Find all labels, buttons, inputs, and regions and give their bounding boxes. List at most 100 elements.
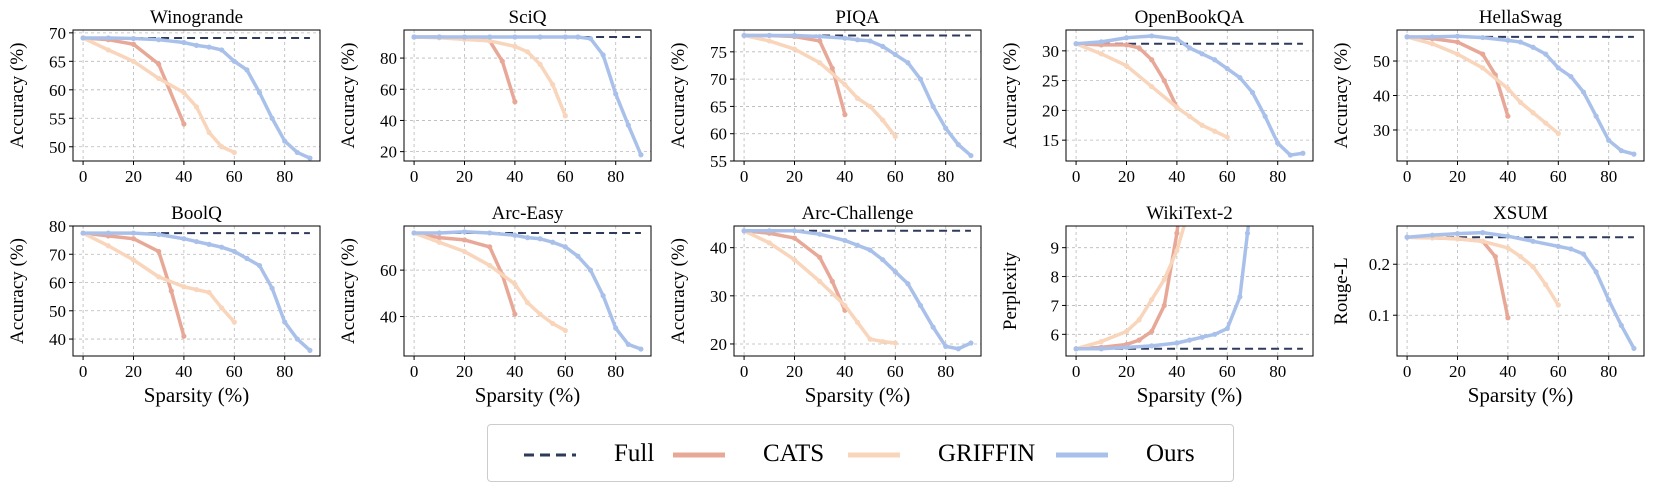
data-point-griffin-piqa: [867, 103, 873, 110]
x-tick-label-piqa: 40: [836, 167, 853, 186]
data-point-ours-xsum: [1530, 238, 1536, 244]
data-point-griffin-wikitext-2: [1174, 247, 1180, 254]
x-tick-label-xsum: 60: [1550, 362, 1567, 381]
x-tick-label-arc-challenge: 0: [740, 362, 749, 381]
data-point-ours-wikitext-2: [1212, 331, 1218, 337]
x-tick-label-wikitext-2: 80: [1269, 362, 1286, 381]
data-point-ours-sciq: [461, 34, 468, 40]
data-point-ours-piqa: [943, 125, 949, 131]
x-tick-label-openbookqa: 20: [1118, 167, 1135, 186]
data-point-griffin-openbookqa: [1199, 122, 1205, 128]
data-point-griffin-arc-challenge: [842, 302, 848, 309]
y-tick-label-sciq: 40: [380, 111, 397, 130]
chart-winogrande: 0 20 40 60 80 50 55 60 65 70 Winogrande Accuracy (%…: [7, 7, 321, 186]
data-point-cats-wikitext-2: [1136, 337, 1142, 343]
data-point-griffin-arc-challenge: [791, 257, 798, 263]
y-tick-label-piqa: 70: [710, 70, 727, 89]
data-point-ours-hellaswag: [1505, 37, 1511, 43]
chart-title-sciq: SciQ: [509, 7, 547, 28]
data-point-griffin-winogrande: [156, 75, 162, 82]
data-point-griffin-sciq: [487, 38, 493, 44]
y-tick-label-boolq: 60: [49, 274, 66, 293]
x-tick-label-wikitext-2: 60: [1219, 362, 1236, 381]
data-point-ours-sciq: [436, 34, 442, 40]
data-point-ours-piqa: [930, 103, 936, 110]
data-point-ours-sciq: [625, 122, 631, 128]
x-tick-label-sciq: 20: [456, 167, 473, 186]
chart-arc-challenge: 0 20 40 60 80 20 30 40 Arc-Challenge Accuracy (%)…: [668, 203, 982, 407]
data-point-griffin-sciq: [562, 113, 568, 119]
data-point-griffin-arc-easy: [487, 262, 493, 269]
data-point-griffin-hellaswag: [1505, 86, 1511, 92]
data-point-cats-hellaswag: [1454, 39, 1461, 45]
data-point-ours-arc-easy: [512, 232, 518, 238]
data-point-ours-openbookqa: [1123, 35, 1130, 41]
x-tick-label-hellaswag: 0: [1403, 167, 1412, 186]
y-axis-label-openbookqa: Accuracy (%): [1000, 42, 1021, 148]
y-tick-label-arc-easy: 40: [380, 308, 397, 327]
data-point-ours-arc-challenge: [842, 237, 848, 244]
chart-openbookqa: 0 20 40 60 80 15 20 25 30 OpenBookQA Accuracy (%): [1000, 7, 1314, 186]
series-group-openbookqa: [1073, 33, 1306, 158]
data-point-ours-hellaswag: [1555, 65, 1561, 71]
data-point-griffin-piqa: [842, 81, 848, 88]
plot-frame-winogrande: [72, 29, 321, 162]
y-tick-label-hellaswag: 40: [1373, 87, 1390, 106]
y-tick-label-piqa: 60: [710, 125, 727, 144]
chart-hellaswag: 0 20 40 60 80 30 40 50 HellaSwag Accuracy (%): [1331, 7, 1645, 186]
plot-frame-arc-easy: [403, 225, 652, 357]
y-tick-label-winogrande: 70: [49, 24, 66, 43]
data-point-griffin-winogrande: [193, 104, 200, 110]
data-point-cats-openbookqa: [1136, 45, 1142, 51]
data-point-ours-hellaswag: [1568, 73, 1574, 80]
data-point-griffin-arc-easy: [562, 327, 568, 334]
data-point-ours-openbookqa: [1149, 33, 1155, 39]
data-point-ours-piqa: [917, 76, 924, 82]
data-point-cats-arc-easy: [461, 237, 468, 243]
x-tick-label-hellaswag: 20: [1449, 167, 1466, 186]
data-point-ours-hellaswag: [1593, 113, 1599, 119]
data-point-ours-hellaswag: [1480, 34, 1486, 41]
data-point-ours-winogrande: [244, 67, 250, 73]
data-point-griffin-arc-easy: [537, 311, 543, 317]
data-point-cats-boolq: [130, 236, 137, 242]
x-tick-label-xsum: 0: [1403, 362, 1412, 381]
chart-boolq: 0 20 40 60 80 40 50 60 70 80 BoolQ Accuracy (%) Spar…: [7, 203, 321, 407]
data-point-griffin-piqa: [817, 60, 823, 66]
data-point-cats-openbookqa: [1161, 78, 1167, 84]
data-point-griffin-sciq: [524, 49, 531, 55]
data-point-cats-arc-challenge: [791, 235, 798, 241]
data-point-ours-openbookqa: [1300, 150, 1306, 156]
data-point-ours-hellaswag: [1606, 137, 1612, 143]
data-point-ours-arc-easy: [600, 293, 606, 299]
data-point-ours-arc-easy: [575, 253, 581, 259]
data-point-ours-arc-easy: [411, 230, 417, 236]
x-tick-label-winogrande: 40: [175, 167, 192, 186]
data-point-ours-hellaswag: [1517, 39, 1524, 45]
data-point-ours-openbookqa: [1262, 113, 1268, 119]
data-point-ours-openbookqa: [1224, 66, 1230, 72]
data-point-ours-openbookqa: [1249, 89, 1256, 96]
data-point-cats-xsum: [1492, 253, 1498, 260]
data-point-griffin-openbookqa: [1224, 134, 1230, 140]
data-point-cats-winogrande: [181, 121, 187, 127]
x-tick-label-piqa: 60: [887, 167, 904, 186]
data-point-griffin-arc-easy: [461, 248, 468, 255]
data-point-ours-xsum: [1568, 246, 1574, 252]
legend-swatch-cats: [673, 448, 725, 460]
data-point-ours-winogrande: [294, 149, 300, 156]
legend-item-full: Full: [524, 425, 654, 483]
data-point-ours-hellaswag: [1618, 148, 1624, 154]
data-point-ours-hellaswag: [1429, 34, 1435, 40]
data-point-ours-arc-challenge: [905, 281, 911, 287]
data-point-ours-arc-challenge: [968, 340, 974, 346]
data-point-ours-sciq: [575, 34, 581, 40]
data-point-ours-piqa: [867, 38, 873, 44]
data-point-ours-arc-challenge: [791, 228, 798, 234]
x-tick-label-openbookqa: 80: [1269, 167, 1286, 186]
data-point-griffin-xsum: [1543, 282, 1549, 288]
data-point-griffin-piqa: [791, 46, 798, 52]
y-tick-label-winogrande: 60: [49, 81, 66, 100]
x-tick-label-boolq: 0: [79, 362, 88, 381]
data-point-ours-sciq: [638, 152, 644, 158]
